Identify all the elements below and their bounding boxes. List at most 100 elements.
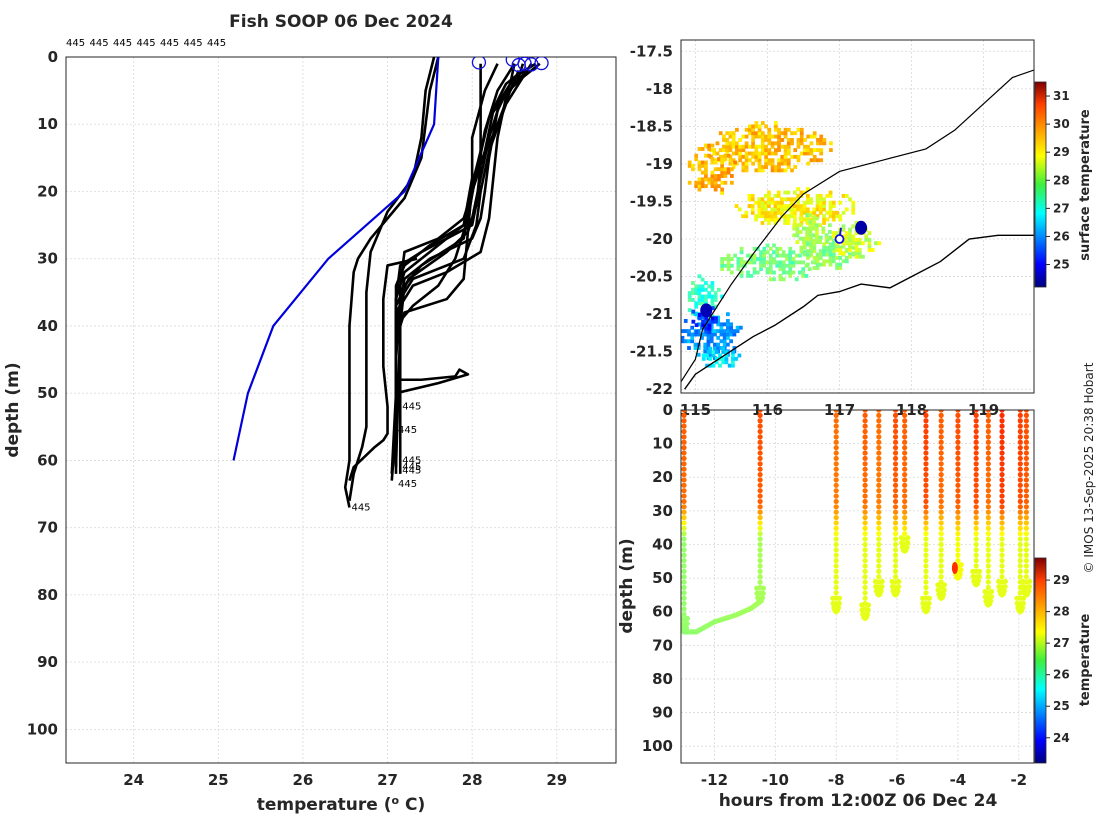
ts-sample [923,541,929,548]
sst-cell [818,207,823,212]
sst-cell [788,273,793,278]
sst-cell [694,323,699,328]
sst-cell [773,151,778,156]
ts-sample [938,531,944,537]
sst-cell [770,151,775,156]
sst-cell [752,267,757,272]
sst-cell [721,350,726,355]
sst-cell [754,158,759,163]
sst-cell [812,266,817,270]
sst-cell [713,297,718,302]
ts-sample [892,498,899,505]
ts-sample [876,423,882,429]
ts-x-tick-label: -10 [762,771,789,789]
sst-cell [794,253,799,258]
ts-sample [833,477,839,483]
ts-sample [1017,455,1023,462]
sst-cell [799,190,804,195]
sst-cell [811,226,816,231]
sst-cell [762,253,767,258]
y-tick-label: 70 [37,519,58,537]
sst-cell [844,234,849,239]
x-tick-label: 29 [546,771,567,789]
ts-colorbar-tick-label: 24 [1053,731,1070,745]
sst-cell [746,270,750,275]
ts-sample [892,428,899,435]
sst-cell [739,270,744,275]
sst-cell [819,138,824,142]
sst-cell [767,161,772,166]
ts-sample [757,547,763,553]
ts-sample [955,493,961,499]
ts-sample [1017,488,1023,494]
ts-sample [955,439,961,445]
map-ticks: 115 116 117 118 119-17.5-18-18.5-19-19.5-20-… [630,42,999,419]
sst-cell [793,190,797,195]
ts-sample [923,558,929,564]
sst-cell [704,174,708,178]
sst-cell [725,141,730,146]
sst-cell [747,124,752,129]
sst-cell [773,221,778,225]
sst-cell [700,284,705,289]
ts-sample [864,611,871,618]
ts-sample [973,445,979,451]
sst-cell [799,141,804,146]
ts-sample [892,531,899,537]
sst-cell [829,141,833,146]
sst-cell [700,335,704,340]
sst-cell [709,325,714,330]
ts-sample [757,509,763,515]
ts-sample [938,547,944,553]
sst-cell [728,141,733,146]
sst-cell [720,174,725,178]
sst-cell [857,248,862,252]
sst-cell [744,141,749,146]
sst-cell [770,207,775,212]
ts-sample [902,498,908,505]
sst-cell [814,223,819,228]
sst-cell [780,207,784,212]
timeseries-axes-box [680,409,1035,764]
sst-cell [744,127,749,132]
sst-cell [704,329,709,334]
sst-cell [723,263,728,268]
climatology-line [232,57,440,461]
ts-sample [892,410,899,413]
timeseries-data [681,410,1033,635]
sst-cell [838,217,843,222]
sst-cell [757,144,762,149]
sst-cell [691,281,695,285]
sst-cell [815,259,820,264]
ts-sample [862,531,868,537]
ts-sample [1017,471,1023,478]
sst-cell [777,127,781,132]
sst-cell [707,291,712,296]
sst-cell [737,353,742,358]
ts-sample [892,445,899,451]
sst-cell [851,207,856,212]
sst-cell [767,134,772,139]
sst-cell [722,148,726,153]
sst-cell [778,260,783,265]
ts-sample [902,434,908,440]
sst-cell [707,326,712,331]
ts-sample [876,450,882,456]
sst-cell [835,214,839,219]
ts-sample [923,412,929,418]
sst-cell [792,233,797,238]
sst-cell [783,190,788,195]
ts-sample [985,466,991,472]
sst-cell [812,249,817,254]
sst-cell [760,165,765,169]
sst-cell [809,210,813,215]
sst-cell [822,204,826,208]
ts-sample [892,477,899,483]
sst-cell [687,346,691,350]
ts-sample [892,461,899,467]
sst-cell [788,253,793,258]
ts-sample [973,525,979,531]
sst-cell [767,151,772,156]
ts-sample [859,607,865,613]
ts-sample [757,482,763,488]
